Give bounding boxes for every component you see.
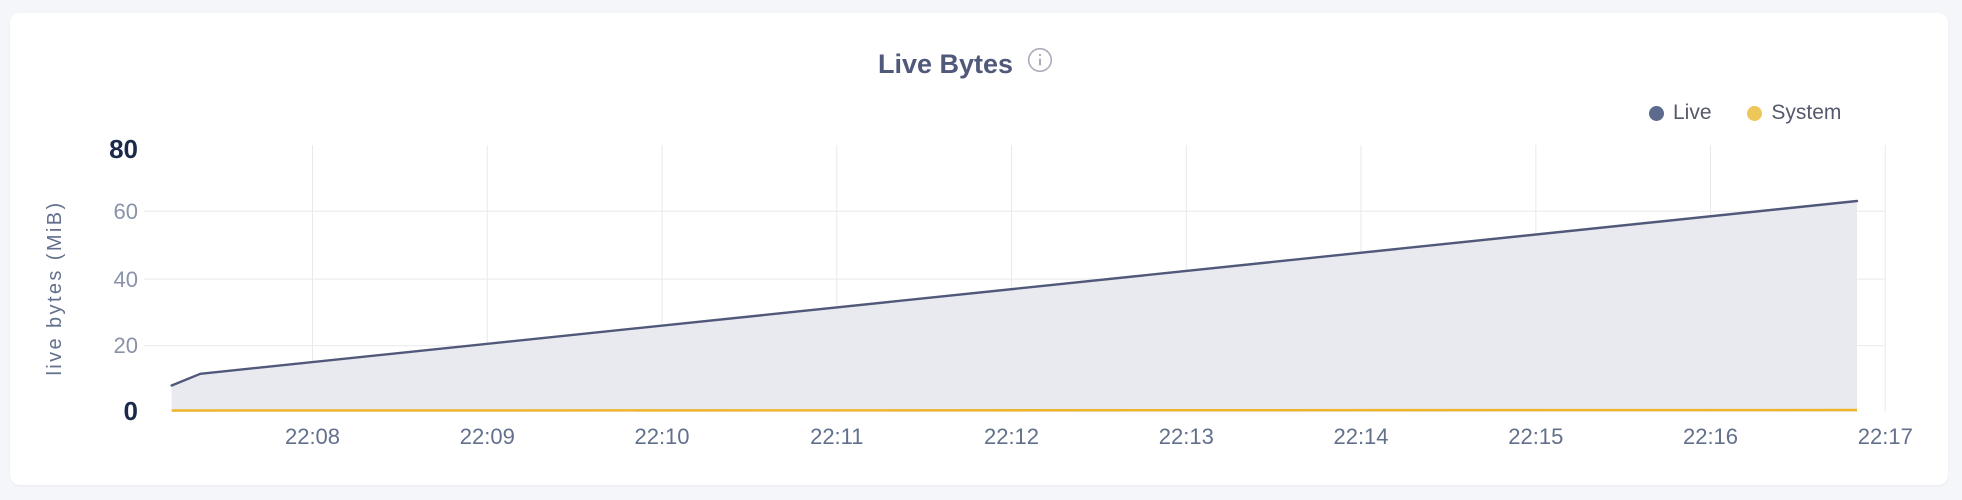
svg-text:20: 20 xyxy=(114,333,138,358)
svg-text:0: 0 xyxy=(124,396,138,426)
svg-text:80: 80 xyxy=(109,134,138,164)
svg-text:22:15: 22:15 xyxy=(1508,424,1563,449)
svg-text:22:16: 22:16 xyxy=(1683,424,1738,449)
svg-text:22:11: 22:11 xyxy=(810,424,863,449)
svg-text:live bytes (MiB): live bytes (MiB) xyxy=(44,200,66,375)
svg-text:22:12: 22:12 xyxy=(984,424,1039,449)
svg-text:60: 60 xyxy=(114,199,138,224)
svg-text:22:10: 22:10 xyxy=(634,424,689,449)
svg-text:40: 40 xyxy=(114,267,138,292)
svg-text:22:17: 22:17 xyxy=(1858,424,1913,449)
svg-text:22:13: 22:13 xyxy=(1159,424,1214,449)
svg-text:22:14: 22:14 xyxy=(1333,424,1388,449)
svg-text:22:09: 22:09 xyxy=(460,424,515,449)
svg-text:22:08: 22:08 xyxy=(285,424,340,449)
